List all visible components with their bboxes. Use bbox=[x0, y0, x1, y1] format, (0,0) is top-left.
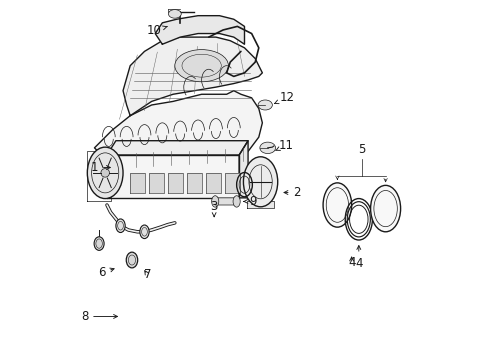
Polygon shape bbox=[224, 173, 240, 193]
Ellipse shape bbox=[175, 50, 228, 82]
Ellipse shape bbox=[370, 185, 400, 232]
Text: 7: 7 bbox=[143, 268, 151, 281]
Polygon shape bbox=[239, 141, 247, 198]
Text: 5: 5 bbox=[357, 143, 365, 156]
Text: 4: 4 bbox=[347, 256, 355, 269]
Text: 8: 8 bbox=[81, 310, 117, 323]
Ellipse shape bbox=[323, 183, 351, 227]
Ellipse shape bbox=[140, 225, 149, 239]
Polygon shape bbox=[155, 16, 244, 44]
Polygon shape bbox=[94, 91, 262, 173]
Ellipse shape bbox=[126, 252, 138, 268]
Ellipse shape bbox=[243, 157, 277, 207]
Polygon shape bbox=[246, 202, 274, 208]
Text: 4: 4 bbox=[354, 246, 362, 270]
Text: 3: 3 bbox=[210, 200, 217, 217]
Polygon shape bbox=[130, 173, 145, 193]
Ellipse shape bbox=[101, 168, 109, 177]
Polygon shape bbox=[107, 141, 247, 155]
Ellipse shape bbox=[233, 196, 240, 207]
Polygon shape bbox=[205, 173, 221, 193]
Text: 9: 9 bbox=[243, 195, 256, 208]
Text: 1: 1 bbox=[91, 161, 110, 174]
Ellipse shape bbox=[211, 196, 218, 207]
Ellipse shape bbox=[87, 147, 123, 199]
Ellipse shape bbox=[258, 100, 272, 110]
Polygon shape bbox=[216, 198, 236, 205]
Ellipse shape bbox=[259, 142, 275, 154]
Text: 6: 6 bbox=[98, 266, 114, 279]
Polygon shape bbox=[149, 173, 164, 193]
Polygon shape bbox=[168, 173, 183, 193]
Ellipse shape bbox=[116, 219, 125, 233]
Text: 10: 10 bbox=[146, 24, 167, 37]
Text: 12: 12 bbox=[274, 91, 294, 104]
Polygon shape bbox=[186, 173, 202, 193]
Ellipse shape bbox=[94, 237, 104, 250]
Polygon shape bbox=[123, 37, 262, 116]
Ellipse shape bbox=[168, 10, 181, 18]
Polygon shape bbox=[107, 155, 239, 198]
Text: 11: 11 bbox=[275, 139, 293, 152]
Text: 2: 2 bbox=[284, 186, 301, 199]
